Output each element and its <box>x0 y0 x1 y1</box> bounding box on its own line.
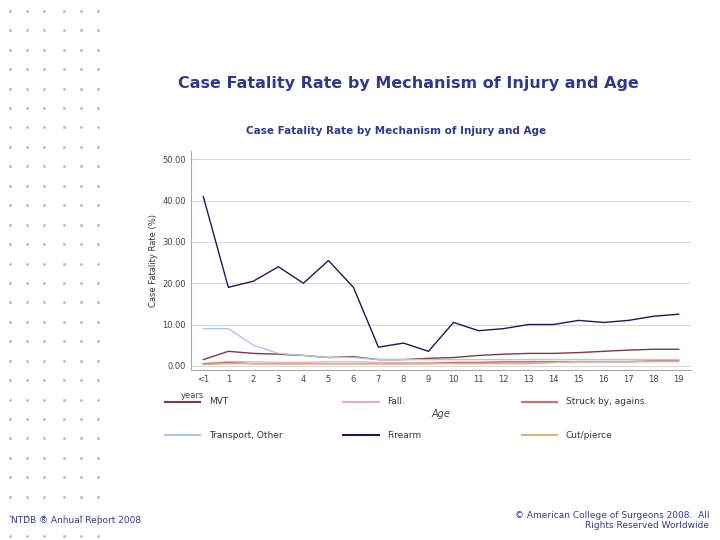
Text: years: years <box>181 392 204 400</box>
X-axis label: Age: Age <box>431 409 451 419</box>
Text: Transport, Other: Transport, Other <box>209 431 283 440</box>
Text: Figure: Figure <box>122 92 155 101</box>
Text: Case Fatality Rate by Mechanism of Injury and Age: Case Fatality Rate by Mechanism of Injur… <box>246 126 546 136</box>
Text: © American College of Surgeons 2008.  All
Rights Reserved Worldwide: © American College of Surgeons 2008. All… <box>515 511 709 530</box>
Text: Struck by, agains.: Struck by, agains. <box>566 397 647 406</box>
Text: MVT: MVT <box>209 397 228 406</box>
Text: Firearm: Firearm <box>387 431 422 440</box>
Text: 8: 8 <box>135 110 142 119</box>
Text: Cut/pierce: Cut/pierce <box>566 431 613 440</box>
Text: Case Fatality Rate by Mechanism of Injury and Age: Case Fatality Rate by Mechanism of Injur… <box>178 76 639 91</box>
Text: Fall.: Fall. <box>387 397 405 406</box>
Text: NTDB ® Annual Report 2008: NTDB ® Annual Report 2008 <box>11 516 141 525</box>
Y-axis label: Case Fatality Rate (%): Case Fatality Rate (%) <box>149 214 158 307</box>
